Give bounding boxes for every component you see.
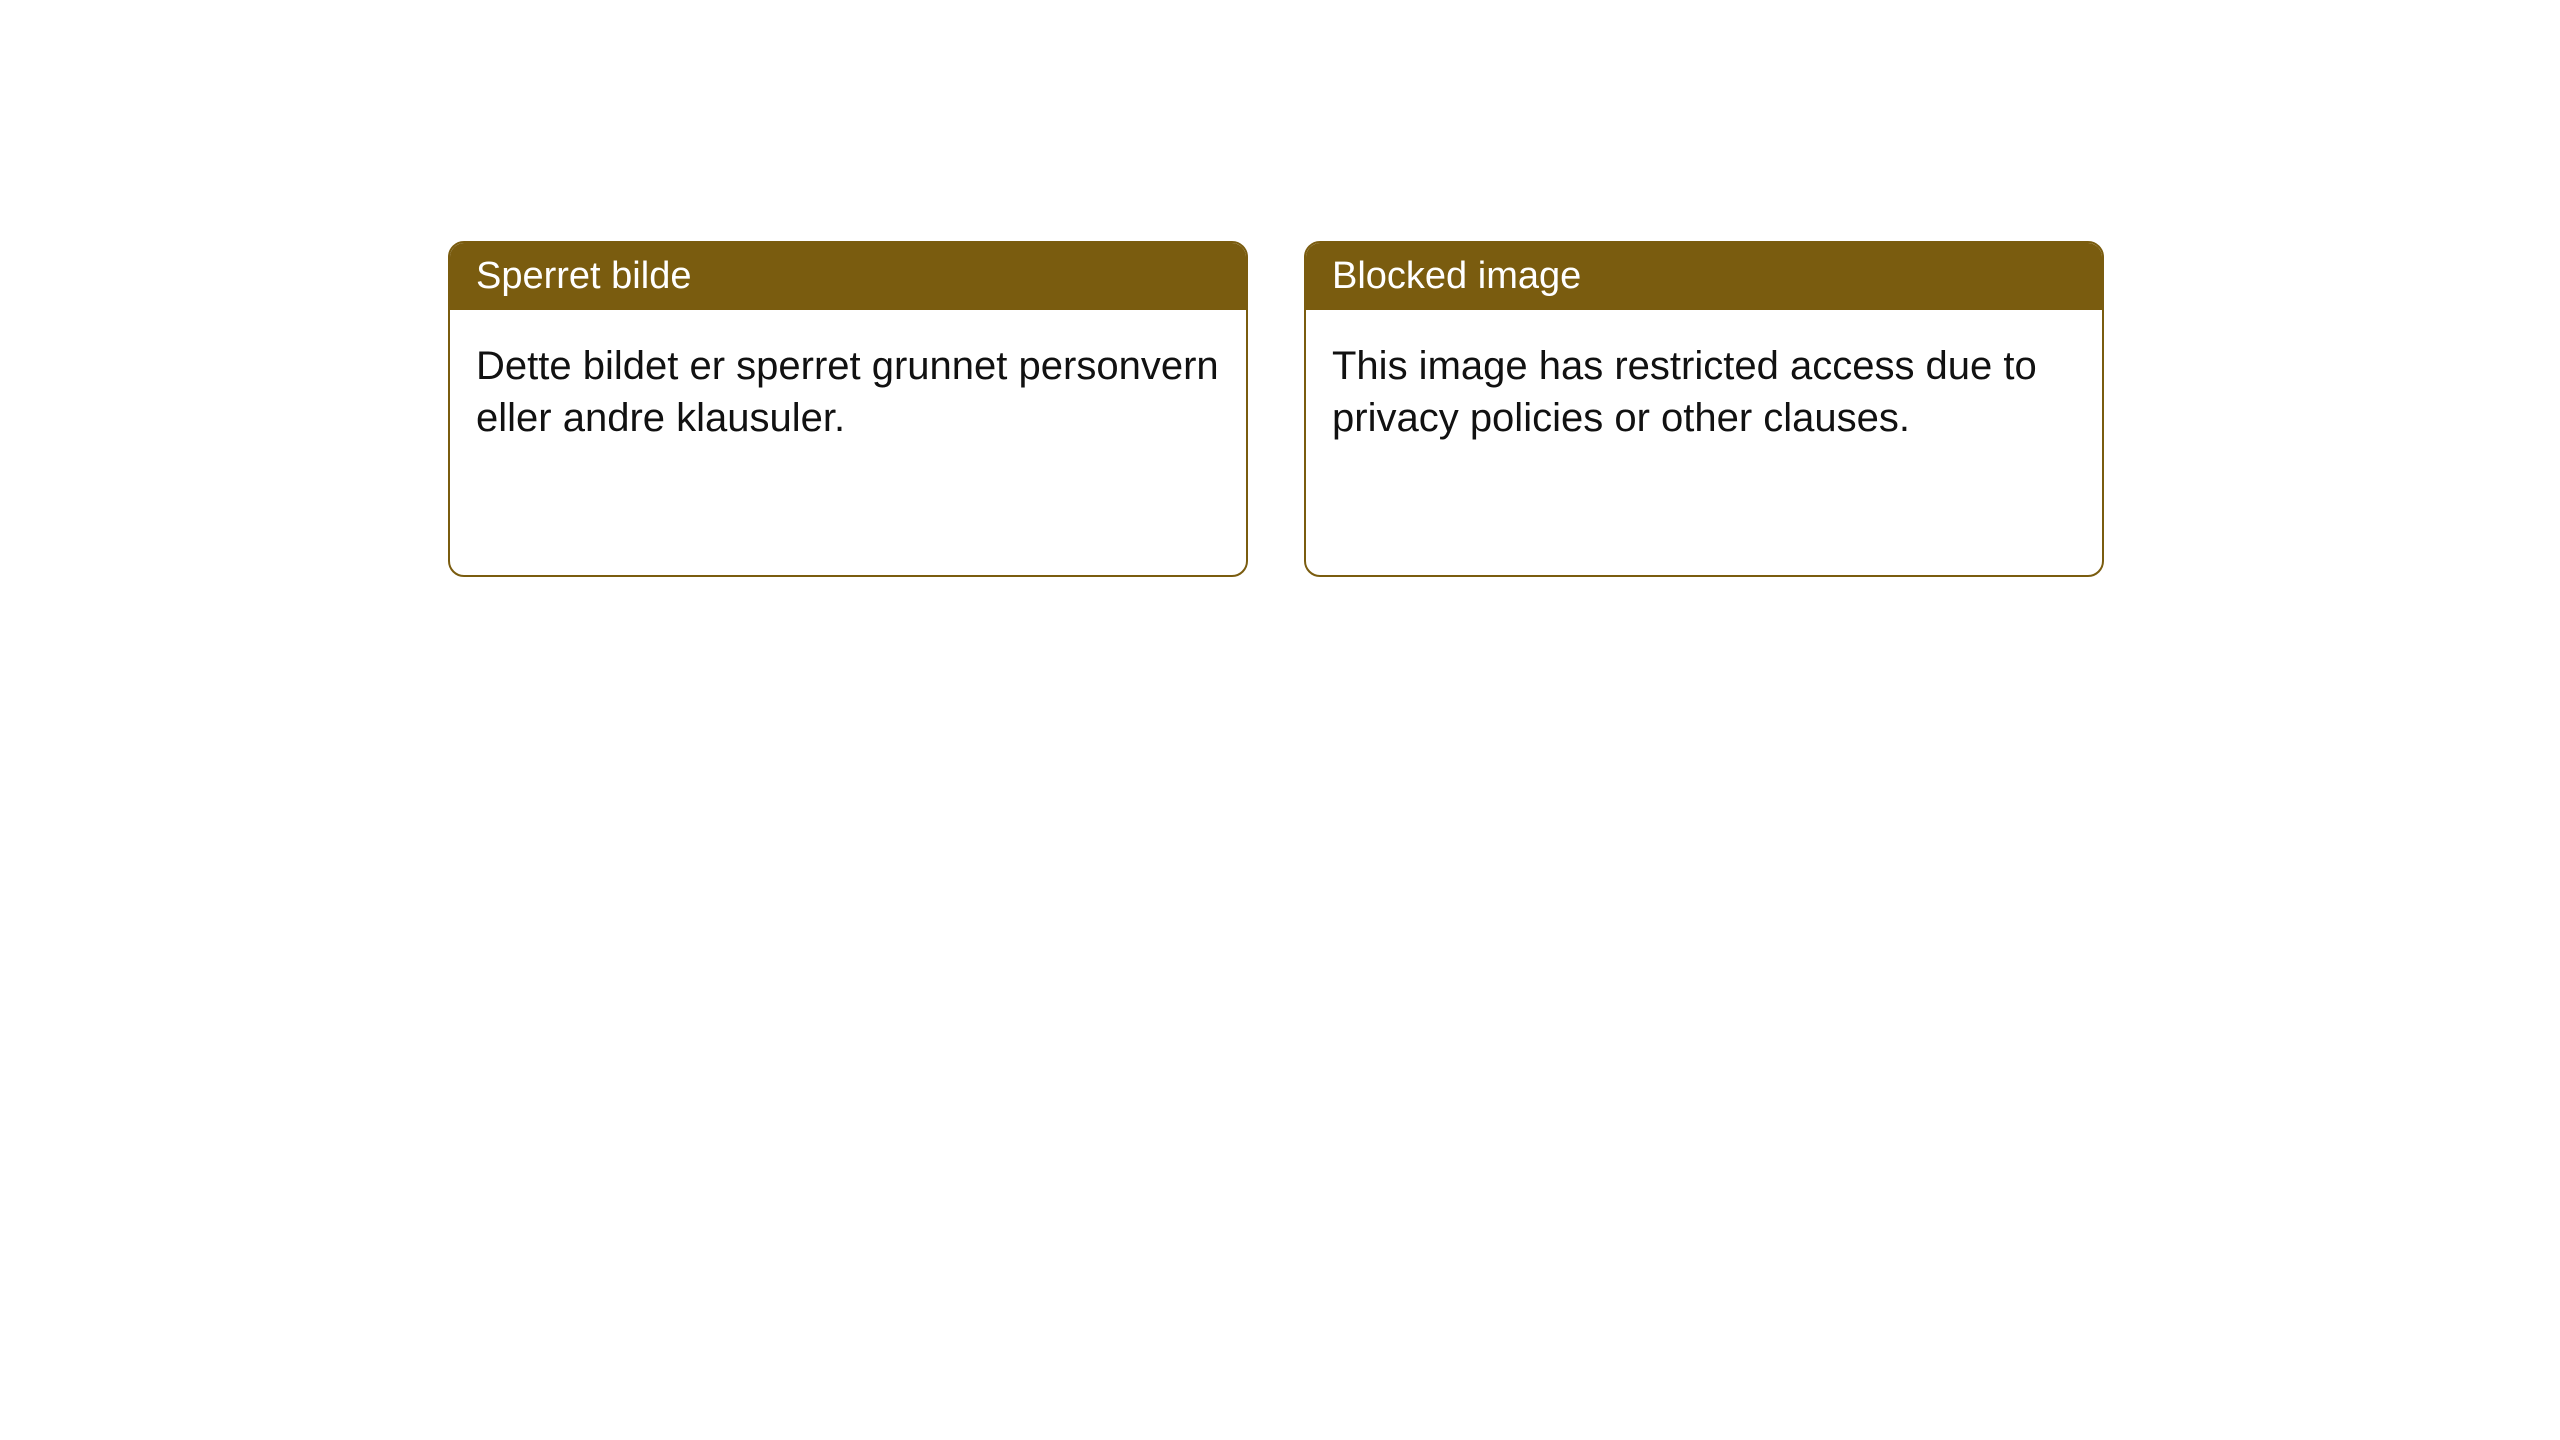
notice-header: Sperret bilde (450, 243, 1246, 310)
notice-title: Blocked image (1332, 255, 1581, 297)
notice-message: Dette bildet er sperret grunnet personve… (476, 344, 1219, 440)
notice-title: Sperret bilde (476, 255, 691, 297)
notice-body: Dette bildet er sperret grunnet personve… (450, 310, 1246, 474)
notice-body: This image has restricted access due to … (1306, 310, 2102, 474)
notice-container: Sperret bilde Dette bildet er sperret gr… (0, 0, 2560, 577)
notice-header: Blocked image (1306, 243, 2102, 310)
notice-card-norwegian: Sperret bilde Dette bildet er sperret gr… (448, 241, 1248, 577)
notice-card-english: Blocked image This image has restricted … (1304, 241, 2104, 577)
notice-message: This image has restricted access due to … (1332, 344, 2037, 440)
